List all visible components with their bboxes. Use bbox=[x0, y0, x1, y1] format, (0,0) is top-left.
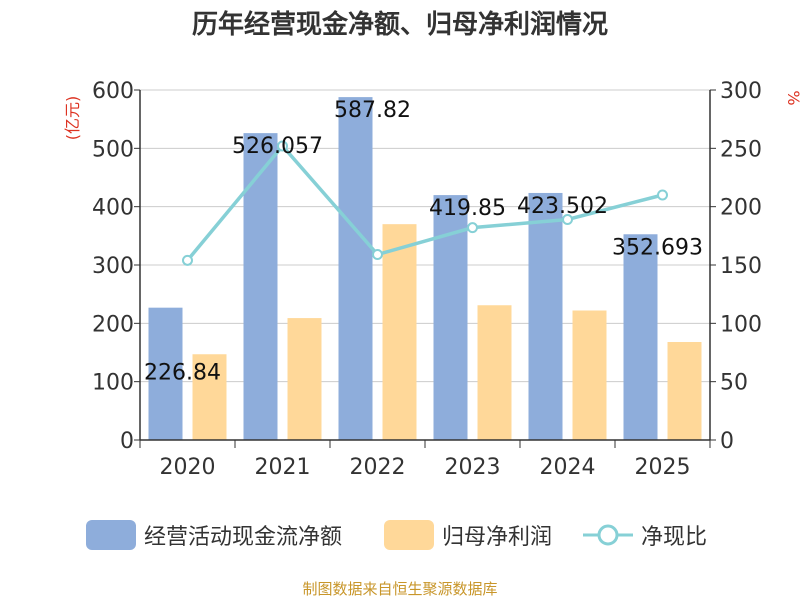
legend-label-ratio: 净现比 bbox=[641, 525, 708, 550]
data-label-cashflow: 352.693 bbox=[612, 235, 703, 260]
y-left-tick-label: 600 bbox=[92, 79, 134, 104]
y-right-tick-label: 300 bbox=[720, 79, 762, 104]
legend-swatch-profit bbox=[384, 520, 434, 550]
legend-line-ratio-icon bbox=[583, 524, 633, 546]
legend-item-profit[interactable]: 归母净利润 bbox=[384, 515, 552, 555]
ratio-line bbox=[186, 143, 663, 262]
x-tick-label: 2021 bbox=[255, 455, 311, 480]
y-left-axis-label: (亿元) bbox=[63, 96, 82, 141]
ratio-point bbox=[467, 222, 478, 234]
ratio-point bbox=[372, 249, 383, 260]
legend-swatch-cashflow bbox=[86, 520, 136, 550]
bar-profit bbox=[287, 318, 322, 440]
bar-profit bbox=[382, 224, 417, 440]
ratio-point bbox=[562, 214, 573, 225]
y-right-tick-label: 0 bbox=[720, 429, 734, 454]
bar-cashflow bbox=[148, 307, 183, 440]
legend-item-cashflow[interactable]: 经营活动现金流净额 bbox=[86, 515, 342, 555]
bar-profit bbox=[477, 305, 512, 440]
y-right-tick-label: 200 bbox=[720, 196, 762, 221]
bar-profit bbox=[572, 310, 607, 440]
bar-cashflow bbox=[338, 97, 373, 440]
x-tick-label: 2022 bbox=[350, 455, 406, 480]
data-label-cashflow: 419.85 bbox=[429, 196, 506, 221]
y-right-tick-label: 50 bbox=[720, 371, 748, 396]
y-left-tick-label: 0 bbox=[120, 429, 134, 454]
chart-title: 历年经营现金净额、归母净利润情况 bbox=[191, 10, 608, 40]
ratio-point bbox=[182, 254, 193, 266]
legend-item-ratio[interactable]: 净现比 bbox=[583, 515, 707, 555]
bar-profit bbox=[192, 354, 227, 440]
x-tick-label: 2020 bbox=[160, 455, 216, 480]
data-label-cashflow: 423.502 bbox=[517, 194, 608, 219]
y-left-tick-label: 500 bbox=[92, 137, 134, 162]
data-label-cashflow: 226.84 bbox=[144, 361, 221, 386]
bar-cashflow bbox=[623, 234, 658, 440]
y-left-tick-label: 300 bbox=[92, 254, 134, 279]
bar-cashflow bbox=[243, 133, 278, 440]
legend-label-cashflow: 经营活动现金流净额 bbox=[144, 525, 343, 550]
bar-profit bbox=[667, 342, 702, 440]
y-right-tick-label: 250 bbox=[720, 137, 762, 162]
data-label-cashflow: 587.82 bbox=[334, 98, 411, 123]
data-label-cashflow: 526.057 bbox=[232, 134, 323, 159]
x-tick-label: 2024 bbox=[540, 455, 596, 480]
data-source-note: 制图数据来自恒生聚源数据库 bbox=[302, 580, 498, 598]
y-left-tick-label: 100 bbox=[92, 371, 134, 396]
y-right-tick-label: 150 bbox=[720, 254, 762, 279]
ratio-point bbox=[277, 140, 288, 152]
y-left-tick-label: 400 bbox=[92, 196, 134, 221]
y-left-tick-label: 200 bbox=[92, 312, 134, 337]
bar-cashflow bbox=[528, 192, 563, 440]
x-tick-label: 2025 bbox=[635, 455, 691, 480]
y-right-tick-label: 100 bbox=[720, 312, 762, 337]
ratio-point bbox=[657, 189, 668, 201]
chart-legend: 经营活动现金流净额 归母净利润 净现比 bbox=[0, 515, 800, 555]
y-right-axis-label: % bbox=[784, 90, 800, 105]
x-tick-label: 2023 bbox=[445, 455, 501, 480]
legend-label-profit: 归母净利润 bbox=[442, 525, 553, 550]
